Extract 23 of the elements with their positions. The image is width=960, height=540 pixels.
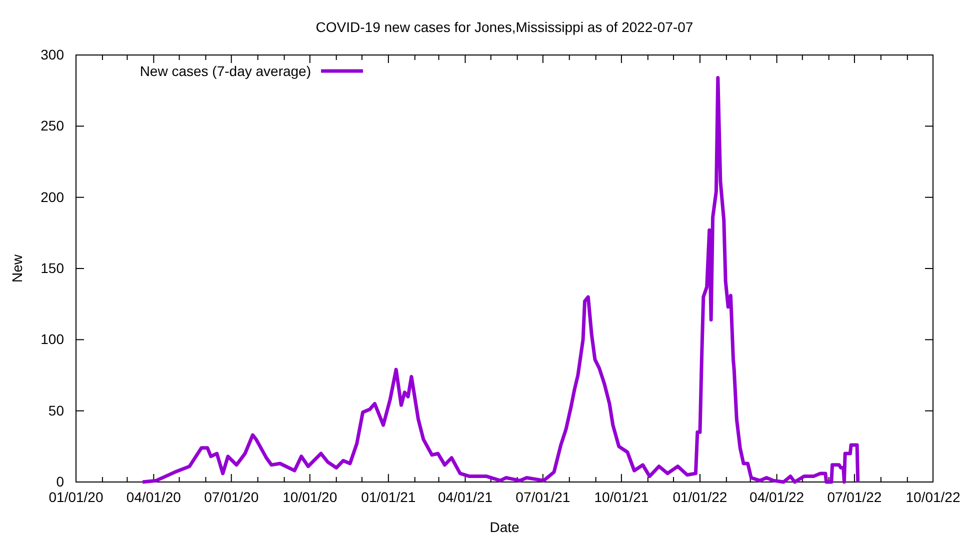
x-tick-label: 07/01/22 <box>827 488 882 505</box>
x-tick-label: 07/01/20 <box>204 488 259 505</box>
legend-label: New cases (7-day average) <box>140 63 311 79</box>
y-tick-label: 250 <box>40 118 64 134</box>
y-tick-label: 200 <box>40 188 64 205</box>
x-tick-label: 01/01/20 <box>48 488 104 505</box>
x-tick-label: 10/01/20 <box>282 488 338 505</box>
x-tick-label: 01/01/21 <box>361 488 416 505</box>
y-tick-label: 300 <box>40 46 64 62</box>
x-axis-title: Date <box>490 519 520 535</box>
y-tick-label: 0 <box>56 473 64 490</box>
x-tick-label: 04/01/21 <box>438 488 493 505</box>
y-axis-title: New <box>9 254 25 283</box>
chart-title: COVID-19 new cases for Jones,Mississippi as of 2022-07-07 <box>316 19 694 35</box>
y-tick-label: 50 <box>48 402 64 418</box>
y-tick-label: 150 <box>40 260 64 276</box>
y-tick-label: 100 <box>40 331 64 348</box>
x-tick-label: 01/01/22 <box>672 488 728 505</box>
x-tick-label: 04/01/22 <box>750 488 804 505</box>
x-tick-label: 07/01/21 <box>516 488 570 505</box>
x-tick-label: 10/01/22 <box>906 488 960 505</box>
x-tick-label: 04/01/20 <box>126 488 182 505</box>
x-tick-label: 10/01/21 <box>594 488 649 505</box>
